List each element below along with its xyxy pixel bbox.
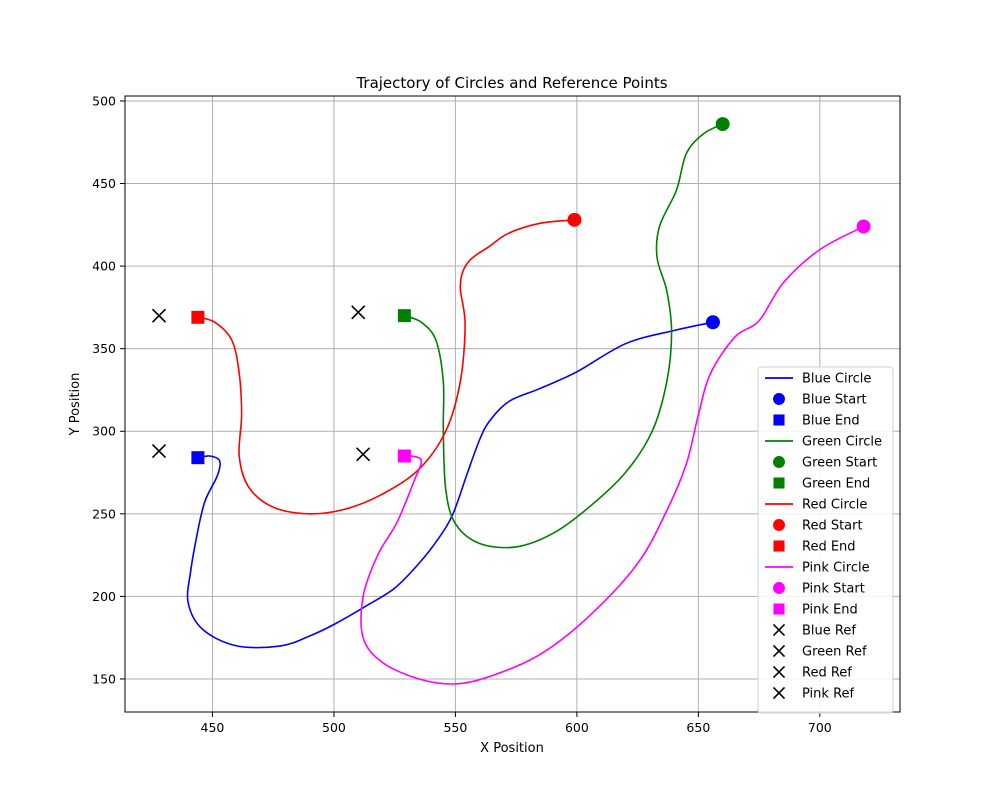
- blue-circle-line: [186, 321, 714, 649]
- legend-label-red-circle: Red Circle: [802, 498, 867, 513]
- x-tick-label: 600: [565, 720, 589, 735]
- y-tick-label: 250: [92, 506, 116, 521]
- legend-label-pink-circle: Pink Circle: [802, 561, 870, 576]
- red-circle-line: [197, 219, 575, 515]
- y-axis-label: Y Position: [68, 373, 83, 437]
- legend-label-pink-ref: Pink Ref: [802, 687, 855, 702]
- pink-end-marker: [397, 449, 411, 463]
- axis-ticks: 450 500 550 600 650 700 150 200 250 300 350 400 450 5…: [92, 93, 832, 735]
- red-ref-marker: [356, 447, 371, 462]
- green-ref-marker: [351, 305, 366, 320]
- chart-title: Trajectory of Circles and Reference Poin…: [355, 74, 667, 92]
- legend-swatch-green-start: [773, 456, 785, 468]
- pink-start-marker: [856, 219, 871, 234]
- legend-swatch-pink-ref-stroke: [772, 686, 786, 700]
- legend-swatch-blue-start: [773, 393, 785, 405]
- y-tick-label: 450: [92, 176, 116, 191]
- y-tick-label: 350: [92, 341, 116, 356]
- blue-start-marker: [705, 315, 720, 330]
- green-circle-line: [404, 123, 723, 549]
- legend-swatch-red-start: [773, 519, 785, 531]
- legend-label-red-start: Red Start: [802, 519, 863, 534]
- blue-ref-marker: [151, 308, 167, 323]
- legend-label-pink-end: Pink End: [802, 603, 858, 618]
- blue-end-marker: [191, 451, 205, 465]
- x-tick-label: 450: [201, 720, 225, 735]
- red-end-marker: [191, 310, 205, 324]
- red-start-marker: [567, 212, 582, 227]
- series-lines: [186, 123, 864, 685]
- legend-swatch-blue-end: [773, 414, 785, 426]
- y-tick-label: 200: [92, 589, 116, 604]
- x-tick-label: 500: [322, 720, 346, 735]
- markers: [151, 117, 871, 465]
- y-tick-label: 150: [92, 671, 116, 686]
- blue-ref-marker-stroke: [151, 444, 167, 459]
- legend-box: [757, 366, 894, 714]
- blue-ref-marker-stroke: [151, 308, 167, 323]
- y-tick-label: 500: [92, 93, 116, 108]
- y-tick-label: 300: [92, 424, 116, 439]
- green-start-marker: [715, 117, 730, 132]
- x-tick-label: 550: [443, 720, 467, 735]
- x-axis-label: X Position: [480, 741, 544, 756]
- legend-label-blue-start: Blue Start: [802, 393, 867, 408]
- legend-swatch-green-ref: [772, 644, 786, 658]
- legend-swatch-pink-end: [773, 603, 785, 615]
- legend-swatch-pink-start: [773, 582, 785, 594]
- legend-swatch-blue-ref-stroke: [772, 623, 786, 637]
- plot-frame: [124, 95, 901, 713]
- x-tick-label: 700: [808, 720, 832, 735]
- y-tick-label: 400: [92, 259, 116, 274]
- legend-label-red-ref: Red Ref: [802, 666, 852, 681]
- legend-label-red-end: Red End: [802, 540, 856, 555]
- legend-swatch-red-end: [773, 540, 785, 552]
- legend-swatch-blue-ref: [772, 623, 786, 637]
- red-ref-marker-stroke: [356, 447, 371, 462]
- legend-label-green-circle: Green Circle: [802, 435, 882, 450]
- blue-ref-marker: [151, 444, 167, 459]
- legend-label-green-start: Green Start: [802, 456, 877, 471]
- x-tick-label: 650: [686, 720, 710, 735]
- legend-label-blue-circle: Blue Circle: [802, 372, 871, 387]
- green-end-marker: [397, 309, 411, 323]
- legend-label-green-ref: Green Ref: [802, 645, 867, 660]
- legend-swatch-green-ref-stroke: [772, 644, 786, 658]
- legend-swatch-pink-ref: [772, 686, 786, 700]
- green-ref-marker-stroke: [351, 305, 366, 320]
- legend-swatch-red-ref: [772, 665, 786, 679]
- legend-swatch-red-ref-stroke: [772, 665, 786, 679]
- legend-swatch-green-end: [773, 477, 785, 489]
- legend-label-blue-ref: Blue Ref: [802, 624, 856, 639]
- pink-circle-line: [360, 225, 864, 685]
- legend-label-green-end: Green End: [802, 477, 870, 492]
- legend-label-pink-start: Pink Start: [802, 582, 865, 597]
- legend-label-blue-end: Blue End: [802, 414, 860, 429]
- legend: Blue Circle Blue Start Blue End Green Circl…: [757, 366, 894, 714]
